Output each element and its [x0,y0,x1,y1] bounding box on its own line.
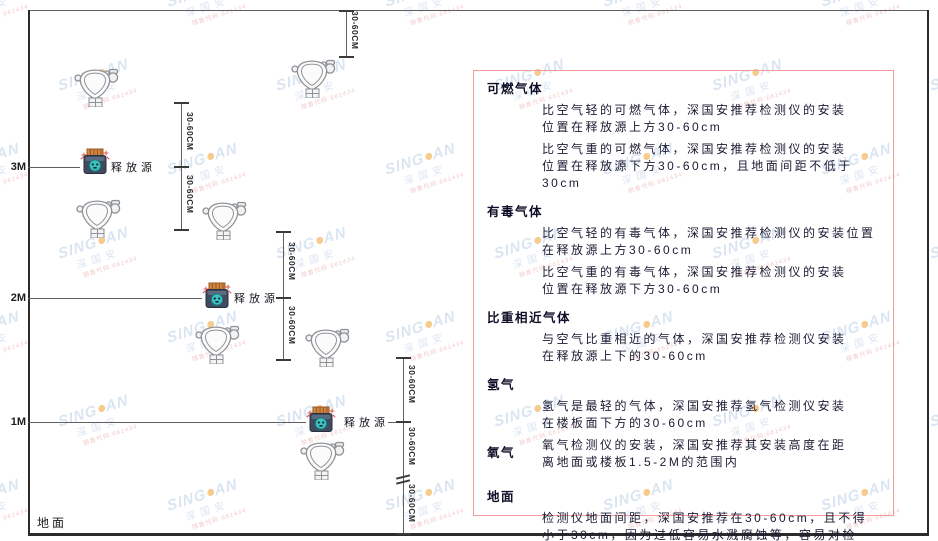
dimension-tick [339,10,354,12]
dimension-label: 30-60CM [407,365,417,404]
dimension-label: 30-60CM [185,175,195,214]
paragraph-line: 小于30cm，因为过低容易水溅腐蚀等，容易对检 [542,528,857,541]
height-line [28,298,202,299]
paragraph-line: 在释放源上下的30-60cm [542,349,708,363]
gas-detector-icon [73,67,119,108]
dimension-tick [339,56,354,58]
height-line [28,422,306,423]
section-heading: 氧气 [487,446,516,460]
gas-detector-icon [299,440,345,481]
section-paragraph: 检测仪地面间距，深国安推荐在30-60cm，且不得 小于30cm，因为过低容易水溅… [487,510,880,541]
dimension-tick [174,166,189,168]
height-label: 2M [10,292,26,304]
paragraph-line: 氧气检测仪的安装，深国安推荐其安装高度在距 [542,438,847,452]
dimension-label: 30-60CM [185,112,195,151]
height-label: 3M [10,161,26,173]
release-source-label: 释放源 [111,162,156,174]
panel-section: 氧气 氧气检测仪的安装，深国安推荐其安装高度在距 离地面或楼板1.5-2M的范围内 [487,437,880,471]
ground-label: 地面 [37,516,68,530]
section-paragraph: 氧气检测仪的安装，深国安推荐其安装高度在距 离地面或楼板1.5-2M的范围内 [487,437,880,471]
dimension-tick [276,359,291,361]
release-source-icon [306,406,336,434]
dimension-tick [174,102,189,104]
dimension-label: 30-60CM [287,242,297,281]
section-paragraph: 比空气重的有毒气体，深国安推荐检测仪的安装 位置在释放源下方30-60cm [487,264,880,298]
dimension-line [403,358,404,534]
ceiling-line [28,10,929,11]
paragraph-line: 位置在释放源上方30-60cm [542,120,723,134]
section-paragraph: 与空气比重相近的气体，深国安推荐检测仪安装 在释放源上下的30-60cm [487,331,880,365]
dimension-tick [174,229,189,231]
paragraph-line: 在释放源上方30-60cm [542,243,694,257]
section-paragraph: 比空气轻的可燃气体，深国安推荐检测仪的安装 位置在释放源上方30-60cm [487,102,880,136]
left-wall-line [28,10,30,536]
paragraph-line: 在楼板面下方的30-60cm [542,416,708,430]
paragraph-line: 比空气重的有毒气体，深国安推荐检测仪的安装 [542,265,847,279]
section-heading: 有毒气体 [487,205,544,219]
gas-detector-icon [75,198,121,239]
release-source-icon [80,148,110,176]
paragraph-line: 比空气轻的可燃气体，深国安推荐检测仪的安装 [542,103,847,117]
section-heading: 氢气 [487,378,516,392]
right-wall-line [927,10,929,536]
dimension-tick [276,231,291,233]
height-line [28,167,80,168]
dimension-tick [276,297,291,299]
dimension-label: 30-60CM [407,427,417,466]
paragraph-line: 比空气轻的有毒气体，深国安推荐检测仪的安装位置 [542,226,876,240]
dimension-label: 30-60CM [287,306,297,345]
dimension-tick [396,533,411,535]
guideline-panel: 可燃气体比空气轻的可燃气体，深国安推荐检测仪的安装 位置在释放源上方30-60cm… [473,70,894,541]
release-source-label: 释放源 [344,417,389,429]
dimension-tick [396,421,411,423]
paragraph-line: 离地面或楼板1.5-2M的范围内 [542,455,740,469]
paragraph-line: 与空气比重相近的气体，深国安推荐检测仪安装 [542,332,847,346]
section-heading: 可燃气体 [487,82,544,96]
section-heading: 地面 [487,490,516,504]
section-paragraph: 氢气是最轻的气体，深国安推荐氢气检测仪安装 在楼板面下方的30-60cm [487,398,880,432]
release-source-label: 释放源 [234,293,279,305]
gas-detector-icon [194,324,240,365]
paragraph-line: 位置在释放源下方30-60cm [542,282,723,296]
dimension-tick [396,357,411,359]
dimension-line [346,11,347,57]
section-paragraph: 比空气轻的有毒气体，深国安推荐检测仪的安装位置 在释放源上方30-60cm [487,225,880,259]
paragraph-line: 位置在释放源下方30-60cm，且地面间距不低于 [542,159,853,173]
height-label: 1M [10,416,26,428]
gas-detector-icon [201,200,247,241]
height-connector-line [388,422,403,423]
paragraph-line: 检测仪地面间距，深国安推荐在30-60cm，且不得 [542,511,868,525]
dimension-label: 30-60CM [350,11,360,50]
dimension-label: 30-60CM [407,484,417,523]
gas-detector-icon [304,327,350,368]
paragraph-line: 比空气重的可燃气体，深国安推荐检测仪的安装 [542,142,847,156]
gas-detector-icon [290,58,336,99]
paragraph-line: 30cm [542,176,582,190]
section-paragraph: 比空气重的可燃气体，深国安推荐检测仪的安装 位置在释放源下方30-60cm，且地面… [487,141,880,192]
dimension-line [283,232,284,360]
release-source-icon [202,282,232,310]
section-heading: 比重相近气体 [487,311,572,325]
paragraph-line: 氢气是最轻的气体，深国安推荐氢气检测仪安装 [542,399,847,413]
ground-line [28,533,929,536]
